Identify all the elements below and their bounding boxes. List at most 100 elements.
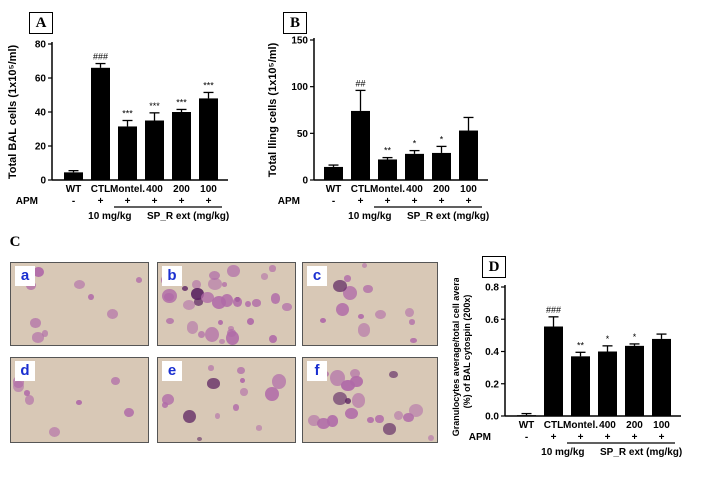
cell	[393, 410, 403, 421]
cell	[343, 274, 352, 282]
cell	[219, 338, 225, 344]
cell	[183, 300, 195, 311]
dose-label: 10 mg/kg	[348, 211, 391, 222]
group-label: SP_R ext (mg/kg)	[600, 447, 682, 458]
x-tick-label: 400	[406, 184, 423, 195]
apm-sign: +	[605, 432, 611, 443]
apm-sign: -	[525, 432, 528, 443]
significance-label: **	[577, 340, 585, 350]
micrograph-d: d	[10, 357, 149, 443]
cell	[342, 285, 358, 300]
cell	[308, 414, 321, 427]
cell	[332, 279, 347, 293]
cell	[191, 288, 204, 301]
significance-label: ***	[122, 109, 133, 119]
cell	[208, 270, 220, 280]
cell	[252, 299, 261, 307]
cell	[350, 369, 360, 379]
x-tick-label: WT	[66, 184, 82, 195]
x-tick-label: CTL	[544, 420, 563, 431]
cell	[186, 321, 199, 334]
panel-label-b: B	[283, 12, 307, 34]
cell	[232, 403, 240, 411]
cell	[24, 394, 35, 406]
cell	[351, 393, 366, 408]
cell	[270, 293, 281, 304]
y-tick-label: 20	[35, 142, 47, 153]
significance-label: *	[633, 332, 637, 342]
cell	[161, 402, 168, 408]
apm-sign: +	[551, 432, 557, 443]
cell	[193, 298, 204, 307]
micrograph-a: a	[10, 262, 149, 346]
significance-label: ***	[176, 97, 187, 107]
x-tick-label: 100	[200, 184, 217, 195]
cell	[76, 399, 82, 405]
bar	[64, 172, 83, 180]
cell	[357, 323, 371, 337]
apm-sign: +	[358, 196, 364, 207]
x-tick-label: Montel.	[563, 420, 598, 431]
cell	[410, 337, 417, 344]
y-tick-label: 0.0	[485, 412, 499, 423]
y-tick-label: 150	[291, 36, 308, 47]
y-tick-label: 80	[35, 40, 47, 51]
x-tick-label: 400	[599, 420, 616, 431]
micrograph-label: d	[15, 361, 35, 381]
x-tick-label: 200	[173, 184, 190, 195]
cell	[220, 293, 234, 307]
cell	[183, 409, 196, 423]
cell	[389, 371, 398, 379]
cell	[207, 278, 222, 290]
cell	[165, 317, 175, 325]
micrograph-label: e	[162, 361, 182, 381]
cell	[264, 386, 279, 402]
cell	[247, 318, 255, 325]
bar	[571, 356, 590, 416]
cell	[191, 280, 202, 289]
cell	[232, 296, 243, 308]
x-tick-label: Montel.	[370, 184, 405, 195]
cell	[344, 397, 351, 404]
bar	[432, 152, 451, 180]
y-axis-label: Total lling cells (1x10⁵/ml)	[267, 42, 279, 177]
y-tick-label: 0.4	[485, 347, 499, 358]
cell	[200, 291, 214, 303]
cell	[349, 375, 363, 388]
cell	[340, 379, 356, 392]
significance-label: ***	[203, 80, 214, 90]
cell	[271, 373, 287, 390]
cell	[217, 319, 223, 326]
cell	[196, 436, 202, 442]
apm-sign: +	[578, 432, 584, 443]
y-tick-label: 0	[40, 176, 46, 187]
cell	[244, 300, 251, 308]
x-tick-label: 400	[146, 184, 163, 195]
apm-sign: +	[385, 196, 391, 207]
cell	[240, 388, 248, 396]
cell	[282, 303, 292, 312]
cell	[42, 330, 49, 337]
bar	[324, 166, 343, 180]
group-label: SP_R ext (mg/kg)	[407, 211, 489, 222]
y-tick-label: 0.2	[485, 379, 499, 390]
cell	[383, 423, 397, 435]
bar	[405, 153, 424, 180]
cell	[363, 285, 373, 294]
cell	[48, 426, 60, 438]
apm-sign: +	[179, 196, 185, 207]
cell	[227, 264, 240, 278]
x-tick-label: 100	[460, 184, 477, 195]
y-axis-label: (%) of BAL cytospin (200x)	[462, 295, 472, 409]
apm-label: APM	[16, 196, 38, 207]
x-tick-label: WT	[326, 184, 342, 195]
cell	[317, 418, 331, 429]
panel-label-a: A	[29, 12, 53, 34]
cell	[24, 390, 31, 396]
y-tick-label: 0	[302, 176, 308, 187]
cell	[260, 273, 268, 280]
cell	[268, 334, 277, 343]
cell	[197, 330, 205, 339]
cell	[33, 266, 44, 277]
bar	[145, 120, 164, 180]
